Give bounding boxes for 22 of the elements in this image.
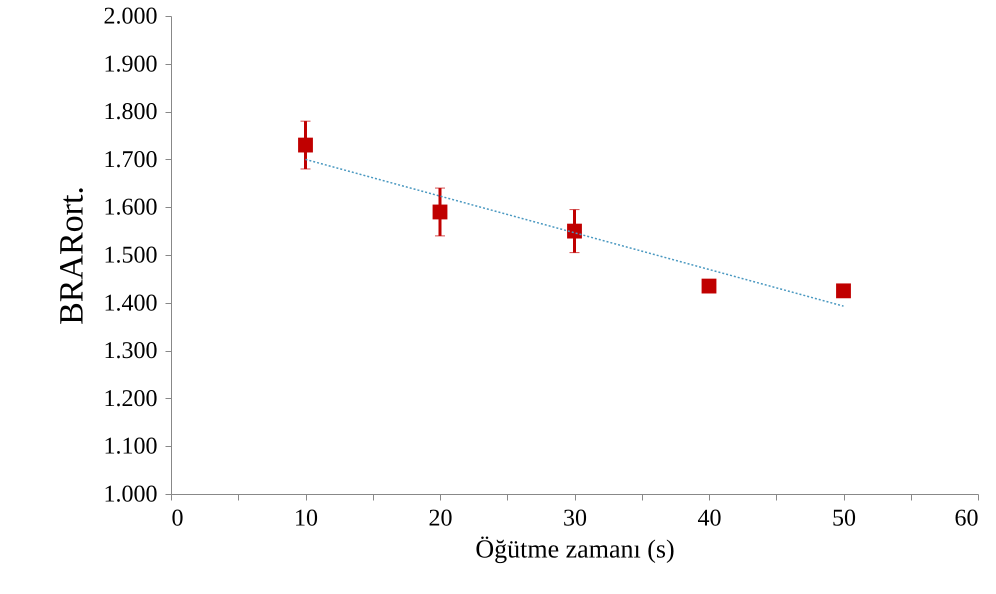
x-tick-label: 40 xyxy=(698,506,722,532)
y-tick-label: 1.700 xyxy=(104,146,158,173)
x-tick-label: 30 xyxy=(563,506,587,532)
y-tick-label: 1.600 xyxy=(104,194,158,221)
y-tick-label: 1.300 xyxy=(104,338,158,364)
y-tick-label: 1.000 xyxy=(104,482,158,508)
y-axis-title: BRARort. xyxy=(54,186,90,325)
y-tick-label: 2.000 xyxy=(104,4,158,30)
y-tick-label: 1.400 xyxy=(104,290,158,316)
point xyxy=(836,283,851,298)
x-axis-title: Öğütme zamanı (s) xyxy=(475,534,675,564)
x-tick-label: 60 xyxy=(954,506,978,532)
y-tick-label: 1.800 xyxy=(104,99,158,126)
x-tick-label: 50 xyxy=(832,506,856,532)
y-tick-label: 1.900 xyxy=(104,51,158,78)
y-tick-label: 1.200 xyxy=(104,386,158,412)
x-tick-label: 20 xyxy=(428,506,452,532)
x-tick-label: 0 xyxy=(172,506,184,532)
y-tick-label: 1.500 xyxy=(104,242,158,268)
x-tick-label: 10 xyxy=(294,506,318,532)
y-tick-label: 1.100 xyxy=(104,434,158,460)
point xyxy=(702,278,716,294)
